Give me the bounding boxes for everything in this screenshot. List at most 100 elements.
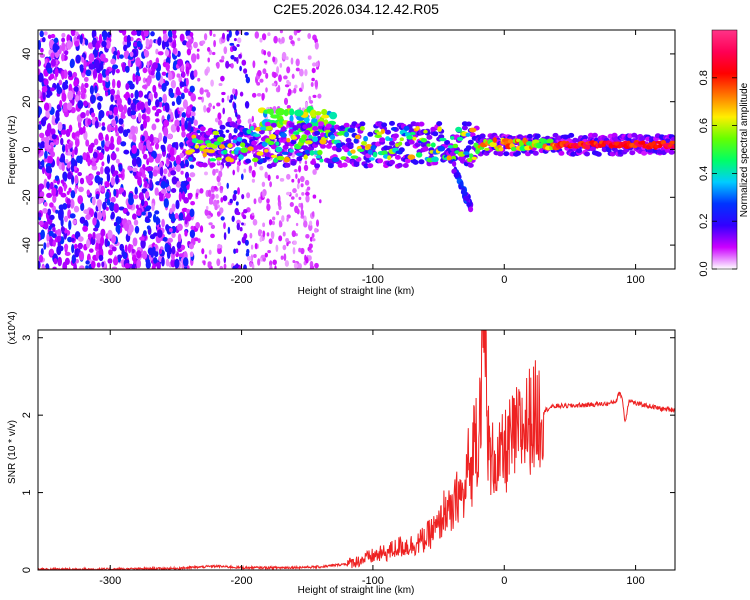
spectrogram-cell	[167, 30, 173, 38]
spectrogram-cell	[484, 147, 490, 151]
spectrogram-cell	[167, 36, 173, 43]
spectrogram-cell	[94, 85, 98, 94]
spectrogram-cell	[168, 88, 174, 93]
spectrogram-cell	[270, 122, 277, 128]
spectrogram-cell	[161, 144, 166, 153]
spectrogram-cell	[78, 127, 84, 135]
spectrogram-cell	[177, 233, 182, 243]
spectrogram-cell	[212, 130, 220, 136]
spectrogram-cell	[96, 146, 102, 151]
spectrogram-cell	[154, 210, 160, 215]
spectrogram-cell	[290, 160, 297, 166]
spectrogram-cell	[275, 107, 285, 116]
spectrogram-cell	[286, 66, 291, 74]
spectrogram-cell	[669, 140, 675, 145]
spectrogram-cell	[81, 72, 86, 78]
spectrogram-cell	[64, 243, 69, 251]
spectrogram-cell	[176, 95, 182, 106]
spectrogram-cell	[347, 127, 356, 133]
spectrogram-cell	[185, 66, 190, 75]
spectrogram-cell	[303, 154, 308, 160]
spectrogram-cell	[289, 108, 295, 116]
spectrogram-cell	[463, 151, 470, 156]
spectrogram-cell	[175, 90, 182, 96]
spectrogram-cell	[253, 253, 257, 259]
spectrogram-x-ticks: -300 -200 -100 0 100	[99, 30, 645, 286]
spectrogram-cell	[155, 70, 161, 81]
spectrogram-cell	[220, 197, 224, 203]
spectrogram-cell	[38, 39, 42, 50]
spectrogram-cell	[66, 171, 73, 180]
spectrogram-x-tick-label: -200	[231, 274, 253, 286]
spectrogram-cell	[181, 130, 186, 138]
spectrogram-cell	[62, 102, 69, 113]
spectrogram-cell	[132, 167, 138, 172]
colorbar-ticks: 0.0 0.2 0.4 0.6 0.8	[698, 70, 737, 277]
spectrogram-cell	[148, 59, 153, 66]
spectrogram-cell	[106, 172, 111, 183]
spectrogram-cell	[444, 140, 451, 145]
spectrogram-cell	[110, 58, 116, 65]
spectrogram-cell	[406, 135, 414, 140]
spectrogram-cell	[194, 144, 200, 149]
spectrogram-cell	[149, 133, 154, 143]
spectrogram-cell	[51, 187, 57, 197]
spectrogram-cell	[123, 149, 130, 155]
spectrogram-cell	[174, 258, 180, 269]
spectrogram-cell	[315, 61, 319, 68]
spectrogram-cell	[74, 31, 79, 37]
spectrogram-cell	[264, 252, 268, 258]
spectrogram-cell	[189, 32, 194, 37]
spectrogram-cell	[38, 232, 41, 242]
spectrogram-cell	[233, 38, 237, 42]
spectrogram-cell	[503, 151, 510, 157]
spectrogram-cell	[295, 173, 298, 179]
spectrogram-cell	[115, 147, 120, 152]
spectrogram-cell	[185, 30, 192, 37]
spectrogram-cell	[77, 242, 83, 250]
spectrogram-cell	[207, 262, 212, 269]
spectrogram-cell	[220, 164, 223, 171]
spectrogram-cell	[453, 172, 460, 178]
spectrogram-cell	[208, 102, 213, 108]
spectrogram-cell	[307, 255, 312, 261]
spectrogram-cell	[471, 156, 477, 161]
spectrogram-cell	[193, 119, 198, 126]
spectrogram-cell	[241, 222, 244, 226]
spectrogram-cell	[95, 242, 100, 250]
spectrogram-cell	[286, 217, 289, 222]
spectrogram-cell	[245, 158, 252, 164]
spectrogram-cell	[237, 240, 241, 246]
spectrogram-cell	[229, 158, 235, 163]
spectrogram-cell	[142, 250, 148, 260]
spectrogram-cell	[189, 172, 196, 178]
spectrogram-cell	[58, 204, 65, 211]
spectrogram-cell	[306, 122, 313, 128]
spectrogram-cell	[100, 185, 106, 193]
spectrogram-cell	[148, 146, 153, 153]
spectrogram-cell	[101, 209, 106, 218]
spectrogram-cell	[86, 239, 91, 249]
snr-y-tick-label: 2	[21, 412, 33, 418]
spectrogram-cell	[152, 169, 158, 177]
spectrogram-cell	[263, 50, 267, 56]
spectrogram-cell	[77, 172, 82, 177]
spectrogram-cell	[558, 150, 565, 156]
spectrogram-cell	[40, 229, 45, 240]
spectrogram-cell	[404, 158, 411, 164]
spectrogram-cell	[576, 148, 583, 154]
spectrogram-cell	[117, 225, 121, 235]
spectrogram-cell	[136, 101, 141, 111]
spectrogram-cell	[206, 107, 211, 113]
spectrogram-cell	[537, 142, 544, 149]
spectrogram-cell	[131, 114, 137, 120]
spectrogram-cell	[52, 239, 56, 247]
spectrogram-cell	[162, 33, 168, 42]
spectrogram-cell	[180, 170, 184, 175]
spectrogram-cell	[283, 109, 289, 117]
spectrogram-cell	[165, 258, 170, 267]
spectrogram-cell	[66, 198, 71, 205]
spectrogram-cell	[264, 121, 271, 127]
spectrogram-cell	[168, 247, 172, 255]
spectrogram-cell	[91, 164, 98, 171]
